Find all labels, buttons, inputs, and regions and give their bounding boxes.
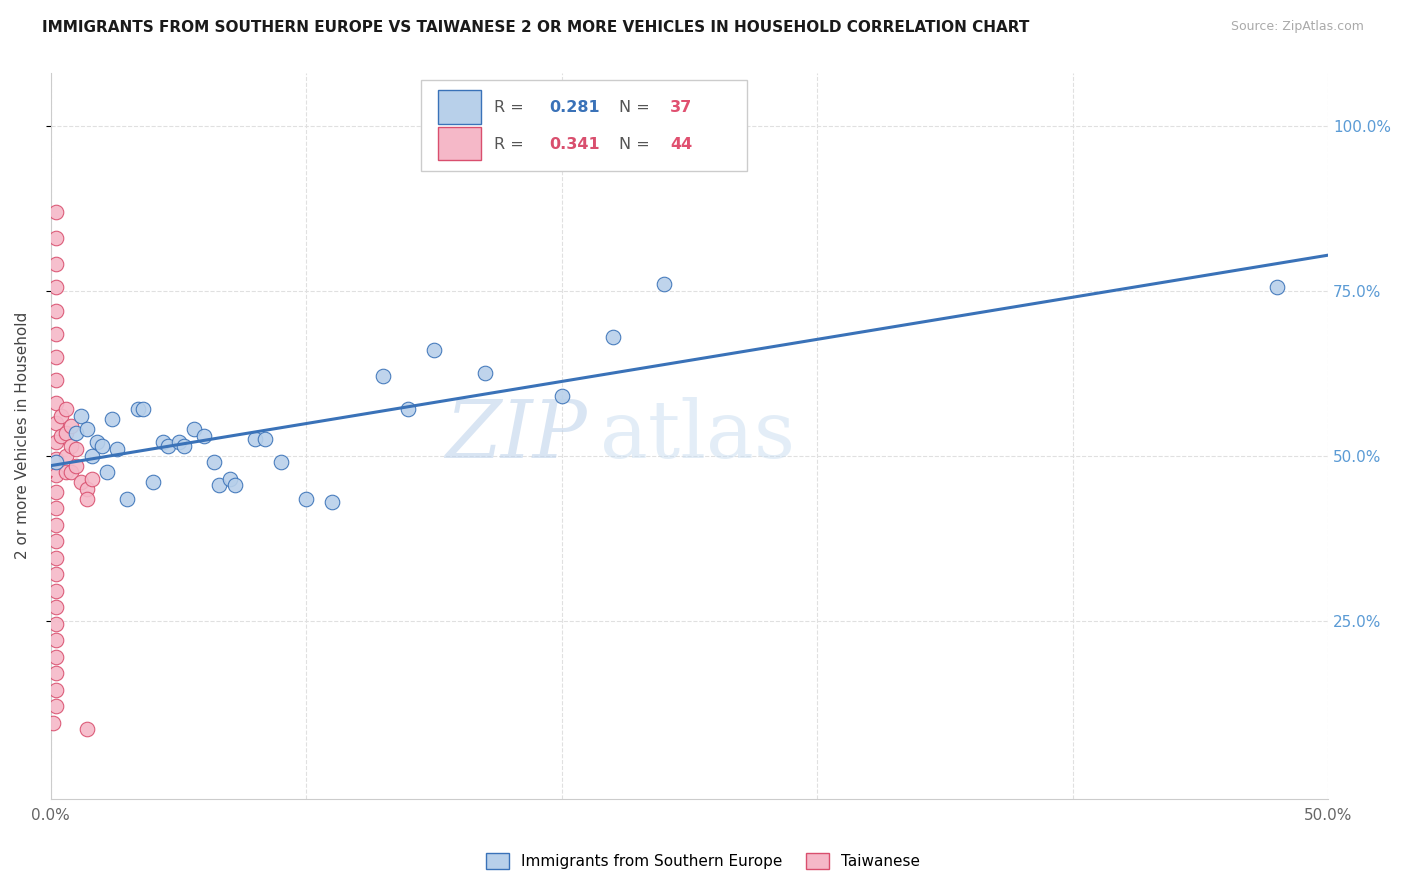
Point bbox=[45, 326, 67, 341]
Point bbox=[45, 396, 67, 410]
Point bbox=[183, 422, 205, 436]
Point bbox=[45, 435, 67, 450]
Point bbox=[423, 343, 446, 357]
Point bbox=[76, 723, 98, 737]
Point bbox=[45, 699, 67, 714]
Point bbox=[45, 452, 67, 467]
Text: N =: N = bbox=[619, 100, 655, 115]
Point bbox=[105, 442, 128, 456]
FancyBboxPatch shape bbox=[437, 127, 481, 160]
Point bbox=[1265, 280, 1288, 294]
Point bbox=[551, 389, 574, 403]
Point bbox=[45, 257, 67, 271]
Point bbox=[70, 409, 93, 423]
Text: 44: 44 bbox=[671, 136, 693, 152]
Text: R =: R = bbox=[494, 100, 529, 115]
Point bbox=[45, 666, 67, 681]
Point bbox=[86, 435, 108, 450]
Point bbox=[167, 435, 190, 450]
Point bbox=[55, 465, 77, 479]
Point bbox=[45, 550, 67, 565]
Point bbox=[70, 475, 93, 489]
FancyBboxPatch shape bbox=[437, 90, 481, 124]
Point bbox=[80, 472, 103, 486]
Y-axis label: 2 or more Vehicles in Household: 2 or more Vehicles in Household bbox=[15, 312, 30, 559]
Point bbox=[45, 649, 67, 664]
Point bbox=[65, 442, 87, 456]
Point bbox=[173, 439, 195, 453]
Point bbox=[398, 402, 420, 417]
Text: Source: ZipAtlas.com: Source: ZipAtlas.com bbox=[1230, 20, 1364, 33]
Point bbox=[55, 425, 77, 440]
Point bbox=[80, 449, 103, 463]
Point bbox=[270, 455, 292, 469]
Point bbox=[65, 458, 87, 473]
Text: 0.341: 0.341 bbox=[548, 136, 599, 152]
Point bbox=[157, 439, 180, 453]
Point bbox=[45, 280, 67, 294]
Point bbox=[45, 204, 67, 219]
Text: ZIP: ZIP bbox=[446, 397, 588, 475]
Point bbox=[45, 600, 67, 615]
Point bbox=[45, 501, 67, 516]
Point bbox=[45, 682, 67, 697]
Point bbox=[45, 583, 67, 598]
Point bbox=[49, 409, 72, 423]
Text: N =: N = bbox=[619, 136, 655, 152]
Point bbox=[45, 534, 67, 549]
Point bbox=[45, 616, 67, 631]
Point bbox=[60, 465, 83, 479]
Point bbox=[245, 432, 267, 446]
Point bbox=[49, 429, 72, 443]
Point bbox=[96, 465, 118, 479]
Point bbox=[152, 435, 174, 450]
Point bbox=[202, 455, 225, 469]
Point bbox=[55, 402, 77, 417]
Point bbox=[193, 429, 215, 443]
Point bbox=[45, 350, 67, 364]
Text: IMMIGRANTS FROM SOUTHERN EUROPE VS TAIWANESE 2 OR MORE VEHICLES IN HOUSEHOLD COR: IMMIGRANTS FROM SOUTHERN EUROPE VS TAIWA… bbox=[42, 20, 1029, 35]
Point bbox=[45, 517, 67, 532]
Point bbox=[371, 369, 394, 384]
Point bbox=[60, 439, 83, 453]
Point bbox=[602, 330, 624, 344]
Point bbox=[65, 425, 87, 440]
Point bbox=[60, 419, 83, 434]
Text: 0.281: 0.281 bbox=[548, 100, 599, 115]
Point bbox=[132, 402, 155, 417]
Point bbox=[224, 478, 246, 492]
Point bbox=[321, 495, 343, 509]
Point bbox=[218, 472, 240, 486]
Point bbox=[652, 277, 675, 292]
Point bbox=[45, 485, 67, 500]
Point bbox=[45, 455, 67, 469]
Point bbox=[45, 416, 67, 430]
Point bbox=[45, 303, 67, 318]
Point bbox=[90, 439, 112, 453]
Point bbox=[45, 231, 67, 245]
Text: R =: R = bbox=[494, 136, 529, 152]
Point bbox=[208, 478, 231, 492]
FancyBboxPatch shape bbox=[422, 80, 747, 171]
Point bbox=[474, 366, 496, 380]
Point bbox=[76, 491, 98, 506]
Point bbox=[295, 491, 318, 506]
Point bbox=[142, 475, 165, 489]
Point bbox=[55, 449, 77, 463]
Text: atlas: atlas bbox=[600, 397, 796, 475]
Point bbox=[45, 633, 67, 648]
Point bbox=[254, 432, 277, 446]
Point bbox=[117, 491, 139, 506]
Point bbox=[42, 715, 65, 730]
Point bbox=[101, 412, 124, 426]
Legend: Immigrants from Southern Europe, Taiwanese: Immigrants from Southern Europe, Taiwane… bbox=[479, 847, 927, 875]
Point bbox=[45, 373, 67, 387]
Text: 37: 37 bbox=[671, 100, 693, 115]
Point bbox=[76, 482, 98, 496]
Point bbox=[45, 567, 67, 582]
Point bbox=[45, 468, 67, 483]
Point bbox=[76, 422, 98, 436]
Point bbox=[127, 402, 149, 417]
